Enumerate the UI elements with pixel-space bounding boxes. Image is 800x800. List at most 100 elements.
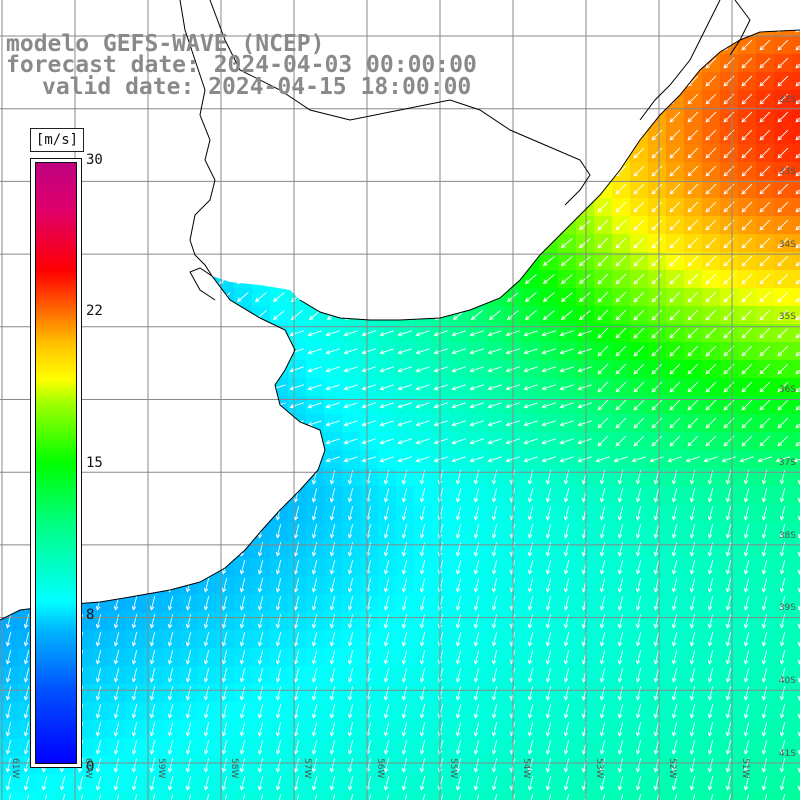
wind-arrow bbox=[131, 668, 138, 683]
wind-arrow bbox=[669, 291, 681, 303]
wind-arrow bbox=[577, 420, 592, 427]
wind-arrow bbox=[777, 345, 789, 357]
wind-arrow bbox=[615, 291, 627, 303]
wind-arrow bbox=[761, 488, 768, 503]
wind-arrow bbox=[293, 722, 300, 737]
wind-arrow bbox=[491, 668, 498, 683]
wind-arrow bbox=[401, 596, 408, 611]
wind-arrow bbox=[149, 686, 156, 701]
wind-arrow bbox=[705, 399, 717, 411]
wind-arrow bbox=[451, 438, 466, 445]
coastline-uruguay-south bbox=[299, 29, 800, 321]
wind-arrow bbox=[795, 261, 800, 267]
wind-arrow bbox=[527, 722, 534, 737]
wind-cell bbox=[792, 648, 800, 666]
wind-arrow bbox=[221, 614, 228, 629]
wind-arrow bbox=[491, 596, 498, 611]
wind-arrow bbox=[653, 632, 660, 647]
wind-arrow bbox=[433, 330, 448, 337]
wind-arrow bbox=[795, 315, 800, 321]
wind-arrow bbox=[595, 456, 610, 463]
wind-arrow bbox=[687, 435, 699, 447]
wind-arrow bbox=[221, 668, 228, 683]
wind-arrow bbox=[743, 704, 750, 719]
wind-arrow bbox=[617, 686, 624, 701]
wind-arrow bbox=[653, 596, 660, 611]
wind-arrow bbox=[383, 560, 390, 575]
wind-arrow bbox=[293, 686, 300, 701]
wind-arrow bbox=[260, 794, 264, 800]
wind-arrow bbox=[167, 686, 174, 701]
wind-arrow bbox=[275, 524, 282, 539]
wind-arrow bbox=[95, 668, 102, 683]
wind-arrow bbox=[577, 456, 592, 463]
lat-label: 41S bbox=[778, 749, 796, 759]
wind-arrow bbox=[275, 758, 282, 773]
wind-arrow bbox=[80, 794, 84, 800]
wind-arrow bbox=[257, 740, 264, 755]
wind-arrow bbox=[651, 399, 663, 411]
wind-arrow bbox=[347, 506, 354, 521]
wind-arrow bbox=[185, 776, 192, 791]
wind-arrow bbox=[149, 668, 156, 683]
uruguay-land bbox=[180, 0, 800, 320]
wind-arrow bbox=[383, 488, 390, 503]
wind-arrow bbox=[419, 632, 426, 647]
wind-arrow bbox=[779, 758, 786, 773]
wind-arrow bbox=[741, 165, 753, 177]
wind-arrow bbox=[311, 722, 318, 737]
wind-arrow bbox=[347, 596, 354, 611]
wind-arrow bbox=[95, 686, 102, 701]
wind-arrow bbox=[635, 578, 642, 593]
wind-arrow bbox=[113, 650, 120, 665]
wind-arrow bbox=[401, 758, 408, 773]
wind-arrow bbox=[361, 402, 376, 409]
wind-arrow bbox=[131, 740, 138, 755]
wind-arrow bbox=[188, 794, 192, 800]
lon-label: 59W bbox=[156, 758, 166, 779]
wind-arrow bbox=[347, 578, 354, 593]
wind-arrow bbox=[743, 722, 750, 737]
wind-arrow bbox=[779, 650, 786, 665]
wind-arrow bbox=[671, 614, 678, 629]
wind-arrow bbox=[559, 330, 574, 337]
wind-arrow bbox=[559, 438, 574, 445]
wind-cell bbox=[342, 792, 360, 800]
wind-arrow bbox=[597, 399, 609, 411]
wind-cell bbox=[792, 720, 800, 738]
wind-arrow bbox=[293, 650, 300, 665]
wind-arrow bbox=[401, 704, 408, 719]
wind-arrow bbox=[667, 456, 682, 463]
wind-cell bbox=[558, 792, 576, 800]
wind-arrow bbox=[415, 402, 430, 409]
wind-arrow bbox=[311, 686, 318, 701]
wind-arrow bbox=[5, 776, 12, 791]
wind-arrow bbox=[617, 722, 624, 737]
wind-arrow bbox=[455, 668, 462, 683]
wind-arrow bbox=[383, 614, 390, 629]
wind-arrow bbox=[401, 740, 408, 755]
wind-arrow bbox=[185, 722, 192, 737]
wind-arrow bbox=[692, 794, 696, 800]
wind-cell bbox=[18, 792, 36, 800]
wind-arrow bbox=[383, 758, 390, 773]
wind-arrow bbox=[651, 381, 663, 393]
wind-arrow bbox=[779, 686, 786, 701]
lon-label: 52W bbox=[667, 758, 677, 779]
wind-arrow bbox=[687, 201, 699, 213]
wind-arrow bbox=[293, 632, 300, 647]
wind-arrow bbox=[379, 438, 394, 445]
wind-arrow bbox=[777, 129, 789, 141]
wind-arrow bbox=[203, 632, 210, 647]
wind-cell bbox=[666, 792, 684, 800]
wind-arrow bbox=[473, 776, 480, 791]
wind-arrow bbox=[239, 578, 246, 593]
wind-arrow bbox=[361, 330, 376, 337]
wind-arrow bbox=[705, 435, 717, 447]
wind-arrow bbox=[782, 794, 786, 800]
wind-arrow bbox=[419, 758, 426, 773]
wind-arrow bbox=[728, 794, 732, 800]
wind-arrow bbox=[563, 704, 570, 719]
wind-arrow bbox=[759, 57, 771, 69]
wind-arrow bbox=[272, 310, 285, 321]
